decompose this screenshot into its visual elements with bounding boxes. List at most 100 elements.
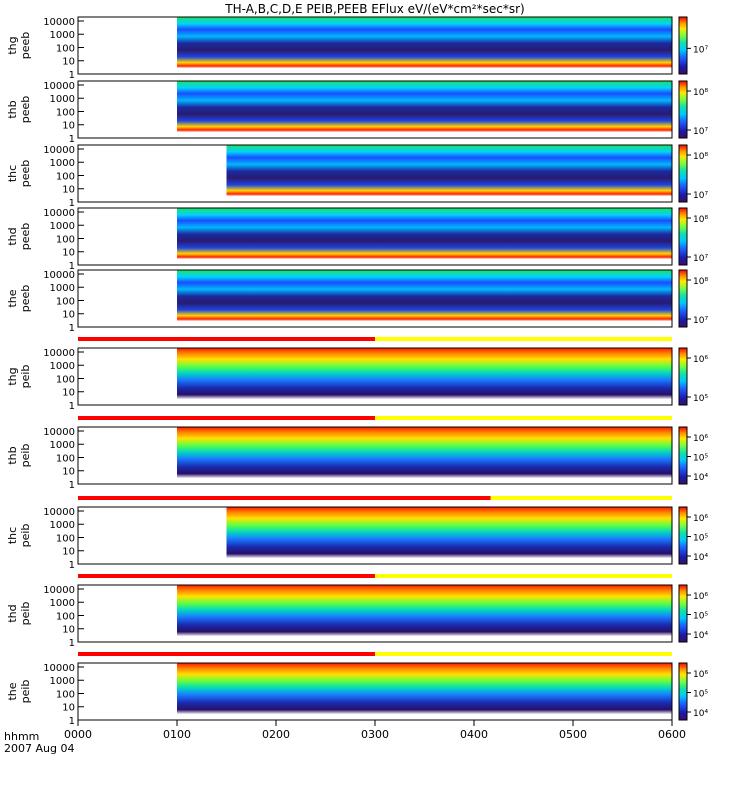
colorbar bbox=[678, 207, 688, 266]
panel-product-label: peeb bbox=[19, 223, 32, 251]
y-tick-label: 10000 bbox=[43, 507, 75, 518]
colorbar-tick-label: 10⁴ bbox=[693, 553, 708, 563]
y-tick-label: 100 bbox=[56, 43, 75, 54]
colorbar-tick-label: 10⁶ bbox=[693, 592, 708, 602]
colorbar-tick-label: 10⁵ bbox=[693, 534, 708, 544]
colorbar bbox=[678, 80, 688, 139]
y-tick-label: 10000 bbox=[43, 208, 75, 219]
y-tick-label: 1 bbox=[69, 560, 75, 571]
spectrogram-data bbox=[226, 145, 672, 202]
time-tick-label: 0600 bbox=[658, 728, 686, 741]
spectrogram-data bbox=[177, 208, 672, 265]
panel-thb-peib: 10000 1000 100 10 1 thb peib 10⁶ 10⁵ 10⁴ bbox=[6, 416, 708, 491]
plot-frame bbox=[77, 426, 673, 485]
panel-product-label: peib bbox=[19, 524, 32, 548]
time-tick-label: 0500 bbox=[559, 728, 587, 741]
panel-thc-peeb: 10000 1000 100 10 1 thc peeb 10⁸ 10⁷ bbox=[6, 144, 708, 209]
mode-bar-segment bbox=[78, 416, 375, 420]
mode-bar-segment bbox=[78, 652, 375, 656]
time-axis-date: 2007 Aug 04 bbox=[4, 742, 74, 755]
spectrogram-data bbox=[177, 17, 672, 74]
plot-frame bbox=[77, 16, 673, 75]
mode-bar-segment bbox=[375, 416, 672, 420]
y-tick-label: 10 bbox=[62, 57, 75, 68]
y-tick-label: 10000 bbox=[43, 270, 75, 281]
panel-probe-label: thd bbox=[6, 604, 19, 622]
y-tick-label: 100 bbox=[56, 171, 75, 182]
time-tick-label: 0100 bbox=[163, 728, 191, 741]
mode-bar-segment bbox=[490, 496, 672, 500]
spectrogram-data bbox=[226, 507, 672, 564]
y-tick-label: 100 bbox=[56, 689, 75, 700]
plot-frame bbox=[77, 584, 673, 643]
colorbar bbox=[678, 662, 688, 721]
y-tick-label: 1000 bbox=[50, 520, 75, 531]
colorbar-tick-label: 10⁸ bbox=[693, 152, 708, 162]
mode-bar-segment bbox=[78, 574, 375, 578]
y-tick-label: 10000 bbox=[43, 17, 75, 28]
panel-product-label: peib bbox=[19, 444, 32, 468]
y-tick-label: 1 bbox=[69, 401, 75, 412]
colorbar-tick-label: 10⁵ bbox=[693, 454, 708, 464]
panel-product-label: peib bbox=[19, 680, 32, 704]
colorbar-tick-label: 10⁸ bbox=[693, 88, 708, 98]
mode-bar-segment bbox=[375, 337, 672, 341]
panel-the-peib: 10000 1000 100 10 1 the peib 10⁶ 10⁵ 10⁴ bbox=[6, 652, 708, 727]
mode-bar-segment bbox=[78, 496, 491, 500]
y-tick-label: 10 bbox=[62, 625, 75, 636]
colorbar-tick-label: 10⁵ bbox=[693, 612, 708, 622]
mode-bar-segment bbox=[375, 574, 672, 578]
y-tick-label: 1 bbox=[69, 70, 75, 81]
panel-product-label: peeb bbox=[19, 32, 32, 60]
colorbar bbox=[678, 426, 688, 485]
figure-title: TH-A,B,C,D,E PEIB,PEEB EFlux eV/(eV*cm²*… bbox=[224, 2, 524, 16]
y-tick-label: 10000 bbox=[43, 427, 75, 438]
spectrogram-data bbox=[177, 427, 672, 484]
colorbar-tick-label: 10⁶ bbox=[693, 355, 708, 365]
colorbar bbox=[678, 269, 688, 328]
panel-product-label: peib bbox=[19, 365, 32, 389]
y-tick-label: 1 bbox=[69, 716, 75, 727]
y-tick-label: 1000 bbox=[50, 676, 75, 687]
colorbar bbox=[678, 506, 688, 565]
panel-the-peeb: 10000 1000 100 10 1 the peeb 10⁸ 10⁷ bbox=[6, 269, 708, 334]
panel-probe-label: the bbox=[6, 682, 19, 700]
panel-product-label: peeb bbox=[19, 160, 32, 188]
y-tick-label: 10 bbox=[62, 248, 75, 259]
plot-frame bbox=[77, 144, 673, 203]
panel-product-label: peib bbox=[19, 602, 32, 626]
y-tick-label: 100 bbox=[56, 533, 75, 544]
y-tick-label: 1000 bbox=[50, 30, 75, 41]
y-tick-label: 1 bbox=[69, 480, 75, 491]
time-axis: hhmm 2007 Aug 04 0000 0100 0200 0300 0400 050… bbox=[4, 720, 686, 755]
y-tick-label: 1 bbox=[69, 638, 75, 649]
colorbar bbox=[678, 144, 688, 203]
panel-thg-peeb: 10000 1000 100 10 1 thg peeb 10⁷ bbox=[6, 16, 708, 81]
panel-thd-peeb: 10000 1000 100 10 1 thd peeb 10⁸ 10⁷ bbox=[6, 207, 708, 272]
y-tick-label: 10000 bbox=[43, 585, 75, 596]
colorbar-tick-label: 10⁵ bbox=[693, 394, 708, 404]
colorbar-tick-label: 10⁷ bbox=[693, 191, 708, 201]
y-tick-label: 10000 bbox=[43, 663, 75, 674]
colorbar-tick-label: 10⁸ bbox=[693, 215, 708, 225]
y-tick-label: 1000 bbox=[50, 283, 75, 294]
colorbar-tick-label: 10⁷ bbox=[693, 45, 708, 55]
y-tick-label: 10 bbox=[62, 467, 75, 478]
y-tick-label: 10 bbox=[62, 388, 75, 399]
y-tick-label: 100 bbox=[56, 296, 75, 307]
colorbar bbox=[678, 584, 688, 643]
y-tick-label: 100 bbox=[56, 453, 75, 464]
time-axis-label: hhmm bbox=[4, 730, 39, 743]
panel-probe-label: thc bbox=[6, 527, 19, 544]
panel-probe-label: thg bbox=[6, 36, 19, 54]
panel-probe-label: thd bbox=[6, 227, 19, 245]
colorbar-tick-label: 10⁵ bbox=[693, 690, 708, 700]
y-tick-label: 1000 bbox=[50, 158, 75, 169]
time-tick-label: 0200 bbox=[262, 728, 290, 741]
panel-thd-peib: 10000 1000 100 10 1 thd peib 10⁶ 10⁵ 10⁴ bbox=[6, 574, 708, 649]
colorbar-tick-label: 10⁷ bbox=[693, 254, 708, 264]
y-tick-label: 1000 bbox=[50, 598, 75, 609]
panel-product-label: peeb bbox=[19, 96, 32, 124]
time-tick-label: 0300 bbox=[361, 728, 389, 741]
